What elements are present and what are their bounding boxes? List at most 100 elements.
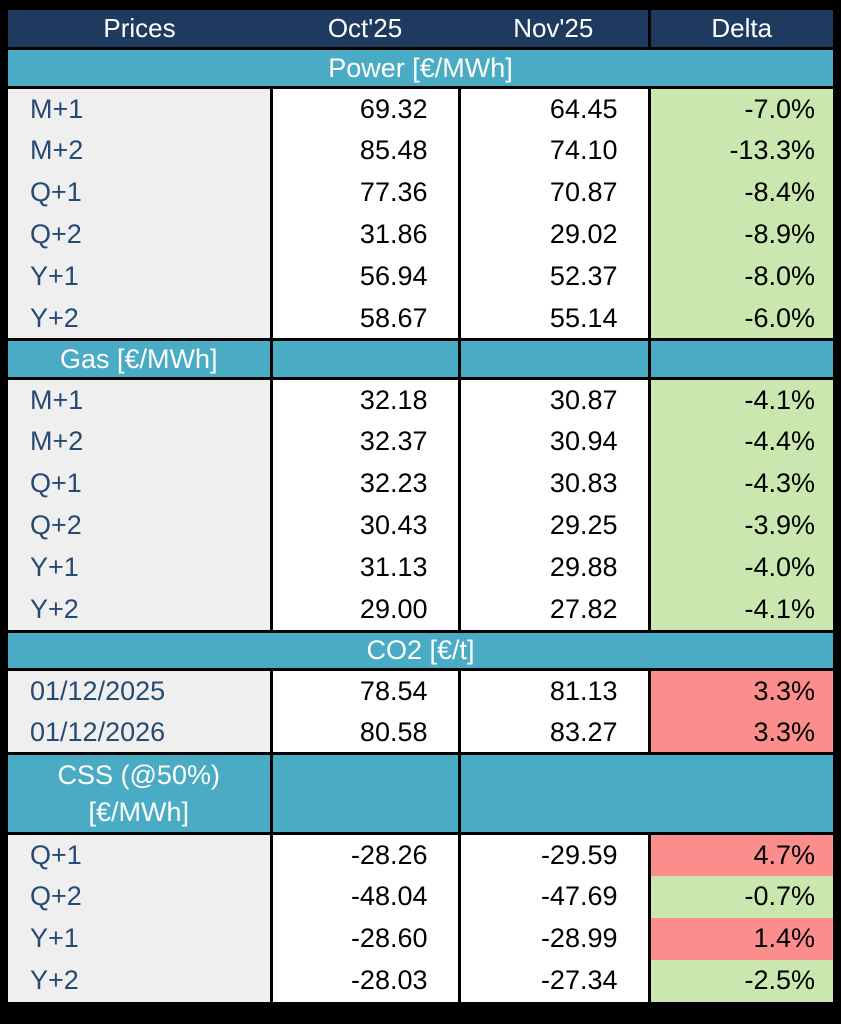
oct25-value: -28.60 [269,917,459,960]
row-label: M+1 [8,87,271,130]
delta-value: 3.3% [647,669,833,712]
oct25-value: 29.00 [269,588,459,631]
section-header-row-power: Power [€/MWh] [8,47,833,90]
row-label: Q+1 [8,833,271,876]
table-row: M+2 32.37 30.94 -4.4% [8,420,833,463]
table-row: Y+2 29.00 27.82 -4.1% [8,588,833,631]
nov25-value: 52.37 [457,255,649,298]
column-header-oct25: Oct'25 [271,10,459,51]
table-row: M+1 32.18 30.87 -4.1% [8,378,833,421]
section-header-row-gas: Gas [€/MWh] [8,338,833,381]
section-header-gas: Gas [€/MWh] [8,338,271,381]
delta-value: 4.7% [647,833,833,876]
table-row: Q+1 32.23 30.83 -4.3% [8,462,833,505]
row-label: Y+1 [8,917,271,960]
table-row: Y+1 -28.60 -28.99 1.4% [8,917,833,960]
nov25-value: -27.34 [457,959,649,1002]
oct25-value: 56.94 [269,255,459,298]
row-label: Q+2 [8,213,271,256]
column-header-nov25: Nov'25 [459,10,649,51]
nov25-value: -47.69 [457,875,649,918]
section-header-row-css: CSS (@50%) [€/MWh] [8,752,833,836]
table-row: Q+2 -48.04 -47.69 -0.7% [8,875,833,918]
row-label: M+2 [8,420,271,463]
row-label: Y+2 [8,588,271,631]
delta-value: -4.4% [647,420,833,463]
oct25-value: 77.36 [269,171,459,214]
table-row: Y+1 31.13 29.88 -4.0% [8,546,833,589]
nov25-value: 29.88 [457,546,649,589]
table-row: 01/12/2026 80.58 83.27 3.3% [8,711,833,754]
delta-value: -3.9% [647,504,833,547]
oct25-value: 31.86 [269,213,459,256]
oct25-value: 32.37 [269,420,459,463]
oct25-value: 80.58 [269,711,459,754]
section-header-empty-cell [269,752,459,836]
table-header-row: Prices Oct'25 Nov'25 Delta [8,10,833,51]
delta-value: -7.0% [647,87,833,130]
table-row: Q+2 31.86 29.02 -8.9% [8,213,833,256]
nov25-value: 27.82 [457,588,649,631]
delta-value: 1.4% [647,917,833,960]
nov25-value: 55.14 [457,297,649,340]
oct25-value: 69.32 [269,87,459,130]
table-row: Y+2 -28.03 -27.34 -2.5% [8,959,833,1002]
row-label: Y+1 [8,255,271,298]
section-header-row-co2: CO2 [€/t] [8,629,833,672]
delta-value: -8.9% [647,213,833,256]
delta-value: 3.3% [647,711,833,754]
oct25-value: -28.26 [269,833,459,876]
delta-value: -6.0% [647,297,833,340]
delta-value: -8.0% [647,255,833,298]
nov25-value: 64.45 [457,87,649,130]
row-label: Q+1 [8,462,271,505]
row-label: Y+1 [8,546,271,589]
nov25-value: 30.94 [457,420,649,463]
oct25-value: 32.23 [269,462,459,505]
row-label: Q+2 [8,875,271,918]
delta-value: -0.7% [647,875,833,918]
section-header-empty-cell [457,752,833,836]
nov25-value: 83.27 [457,711,649,754]
row-label: Q+1 [8,171,271,214]
section-header-empty-cell [647,338,833,381]
row-label: Y+2 [8,297,271,340]
nov25-value: 81.13 [457,669,649,712]
nov25-value: 30.83 [457,462,649,505]
row-label: 01/12/2025 [8,669,271,712]
oct25-value: -48.04 [269,875,459,918]
table-row: 01/12/2025 78.54 81.13 3.3% [8,669,833,712]
oct25-value: -28.03 [269,959,459,1002]
table-row: M+1 69.32 64.45 -7.0% [8,87,833,130]
table-row: M+2 85.48 74.10 -13.3% [8,129,833,172]
delta-value: -4.1% [647,378,833,421]
table-row: Q+1 -28.26 -29.59 4.7% [8,833,833,876]
nov25-value: 70.87 [457,171,649,214]
nov25-value: 29.25 [457,504,649,547]
row-label: Q+2 [8,504,271,547]
section-header-empty-cell [457,338,649,381]
delta-value: -4.1% [647,588,833,631]
row-label: M+2 [8,129,271,172]
oct25-value: 85.48 [269,129,459,172]
row-label: Y+2 [8,959,271,1002]
section-header-css-line1: CSS (@50%) [57,759,220,790]
oct25-value: 30.43 [269,504,459,547]
delta-value: -4.3% [647,462,833,505]
table-row: Y+1 56.94 52.37 -8.0% [8,255,833,298]
oct25-value: 31.13 [269,546,459,589]
oct25-value: 78.54 [269,669,459,712]
row-label: 01/12/2026 [8,711,271,754]
column-header-delta: Delta [647,10,833,51]
nov25-value: 29.02 [457,213,649,256]
table-row: Q+1 77.36 70.87 -8.4% [8,171,833,214]
nov25-value: 74.10 [457,129,649,172]
nov25-value: -29.59 [457,833,649,876]
nov25-value: 30.87 [457,378,649,421]
delta-value: -2.5% [647,959,833,1002]
column-header-prices: Prices [8,10,271,51]
nov25-value: -28.99 [457,917,649,960]
oct25-value: 32.18 [269,378,459,421]
table-row: Y+2 58.67 55.14 -6.0% [8,297,833,340]
oct25-value: 58.67 [269,297,459,340]
